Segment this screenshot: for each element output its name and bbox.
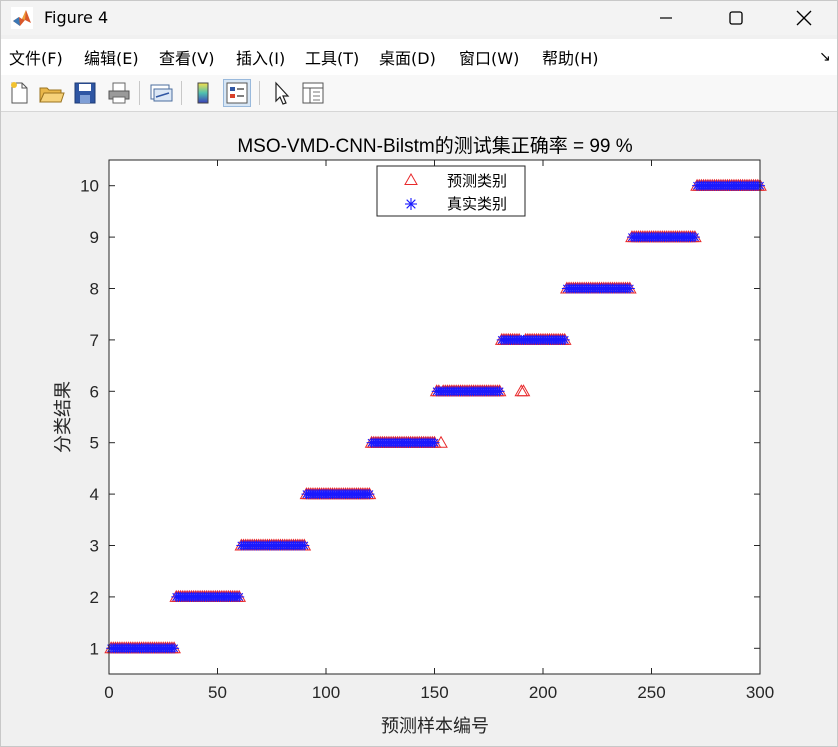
x-tick-label: 300	[746, 683, 774, 702]
property-editor-icon	[302, 82, 324, 104]
y-tick-label: 6	[90, 382, 99, 401]
legend-marker-actual	[405, 198, 417, 210]
property-editor-button[interactable]	[299, 79, 327, 107]
menu-help[interactable]: 帮助(H)	[542, 49, 599, 68]
legend-icon	[226, 82, 248, 104]
pointer-icon	[275, 81, 290, 105]
menu-tools[interactable]: 工具(T)	[305, 49, 360, 68]
x-tick-label: 250	[637, 683, 665, 702]
axes-box	[108, 159, 761, 675]
chart-title: MSO-VMD-CNN-Bilstm的测试集正确率 = 99 %	[237, 135, 632, 157]
pointer-button[interactable]	[267, 79, 295, 107]
x-tick-label: 0	[104, 683, 113, 702]
x-tick-label: 50	[208, 683, 227, 702]
legend-label-predicted: 预测类别	[447, 172, 507, 190]
y-tick-label: 4	[90, 485, 99, 504]
link-plot-icon	[150, 84, 173, 102]
points-layer	[104, 178, 767, 654]
actual-point	[429, 437, 440, 448]
actual-point	[494, 386, 505, 397]
x-tick-label: 200	[529, 683, 557, 702]
actual-point	[169, 643, 180, 654]
print-icon	[108, 82, 130, 104]
title-bar[interactable]: Figure 4	[1, 1, 837, 35]
new-figure-icon	[11, 82, 28, 104]
toolbar-separator	[139, 81, 140, 105]
chart[interactable]: 0 50 100 150 200 250 300 1 2 3 4 5 6 7 8 9 10 MSO-VMD-CN…	[1, 112, 837, 746]
y-tick-label: 1	[90, 639, 99, 658]
legend-label-actual: 真实类别	[447, 195, 507, 213]
figure-area: 0 50 100 150 200 250 300 1 2 3 4 5 6 7 8 9 10 MSO-VMD-CN…	[1, 112, 837, 746]
colorbar-button[interactable]	[189, 79, 217, 107]
minimize-button[interactable]	[631, 1, 701, 35]
open-file-icon	[39, 87, 65, 103]
menu-desktop[interactable]: 桌面(D)	[379, 49, 436, 68]
window-title: Figure 4	[44, 8, 109, 27]
y-tick-label: 7	[90, 331, 99, 350]
menu-edit[interactable]: 编辑(E)	[84, 49, 139, 68]
actual-point	[624, 283, 635, 294]
predicted-point	[516, 384, 531, 397]
legend-asterisk-marker	[405, 198, 417, 210]
axes-background	[109, 160, 760, 674]
toolbar-separator	[181, 81, 182, 105]
close-button[interactable]	[769, 1, 838, 35]
menu-insert[interactable]: 插入(I)	[236, 49, 286, 68]
matlab-logo-icon	[11, 7, 33, 29]
menu-file[interactable]: 文件(F)	[9, 49, 63, 68]
minimize-icon	[660, 17, 672, 19]
legend-triangle-marker	[404, 172, 418, 185]
y-tick-label: 8	[90, 280, 99, 299]
new-figure-button[interactable]	[5, 79, 33, 107]
save-button[interactable]	[71, 79, 99, 107]
legend[interactable]: 预测类别 真实类别	[376, 165, 526, 217]
legend-toggle-button[interactable]	[223, 79, 251, 107]
print-button[interactable]	[105, 79, 133, 107]
x-tick-label: 100	[312, 683, 340, 702]
actual-point	[436, 386, 447, 397]
menu-window[interactable]: 窗口(W)	[459, 49, 520, 68]
ticks-layer: 0 50 100 150 200 250 300 1 2 3 4 5 6 7 8 9 10	[80, 160, 774, 702]
save-icon	[74, 82, 96, 104]
predicted-point	[434, 435, 448, 448]
dock-figure-icon[interactable]: ↘	[819, 49, 831, 65]
y-axis-label: 分类结果	[53, 381, 74, 453]
colorbar-icon	[197, 82, 209, 104]
legend-marker-predicted	[404, 172, 418, 185]
actual-point	[364, 489, 375, 500]
menu-bar: 文件(F) 编辑(E) 查看(V) 插入(I) 工具(T) 桌面(D) 窗口(W…	[1, 39, 837, 75]
open-file-button[interactable]	[37, 79, 65, 107]
legend-box	[376, 165, 526, 217]
x-tick-label: 150	[420, 683, 448, 702]
actual-point	[234, 591, 245, 602]
menu-view[interactable]: 查看(V)	[159, 49, 215, 68]
figure-toolbar	[1, 75, 837, 112]
actual-point	[559, 334, 570, 345]
y-tick-label: 9	[90, 228, 99, 247]
y-tick-label: 10	[80, 177, 99, 196]
actual-point	[518, 334, 529, 345]
toolbar-separator	[259, 81, 260, 105]
x-axis-label: 预测样本编号	[381, 716, 489, 737]
actual-point	[689, 232, 700, 243]
maximize-button[interactable]	[701, 1, 771, 35]
y-tick-label: 2	[90, 588, 99, 607]
actual-point	[299, 540, 310, 551]
y-tick-label: 3	[90, 537, 99, 556]
y-tick-label: 5	[90, 434, 99, 453]
maximize-icon	[729, 11, 743, 25]
close-icon	[796, 10, 812, 26]
link-plot-button[interactable]	[147, 79, 175, 107]
